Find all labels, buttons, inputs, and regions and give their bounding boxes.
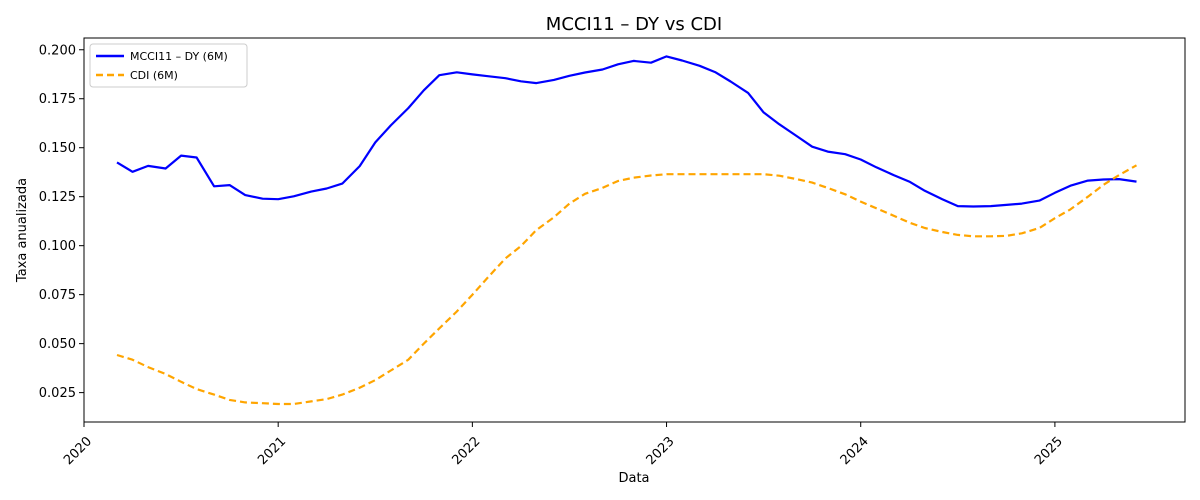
y-tick-label-0.125: 0.125 <box>39 190 76 205</box>
legend-label-cdi: CDI (6M) <box>130 69 178 82</box>
plot-frame <box>83 37 1186 423</box>
y-axis-title: Taxa anualizada <box>15 178 30 283</box>
series-layer <box>116 55 1138 406</box>
x-axis-title: Data <box>618 471 649 486</box>
x-tick-label-2023: 2023 <box>644 434 678 468</box>
x-tick-label-2021: 2021 <box>255 434 289 468</box>
legend: MCCI11 – DY (6M) CDI (6M) <box>89 43 248 88</box>
x-tick-label-2024: 2024 <box>838 434 872 468</box>
y-axis: 0.025 0.050 0.075 0.100 0.125 0.150 0.175 0.200 <box>39 43 84 401</box>
plot-area <box>83 37 1186 423</box>
y-tick-label-0.200: 0.200 <box>39 43 76 58</box>
y-tick-label-0.175: 0.175 <box>39 92 76 107</box>
y-tick-label-0.050: 0.050 <box>39 337 76 352</box>
legend-box <box>89 43 248 88</box>
chart-title: MCCI11 – DY vs CDI <box>546 14 722 35</box>
series-line-cdi <box>116 164 1138 406</box>
x-tick-label-2022: 2022 <box>449 434 483 468</box>
legend-label-dy: MCCI11 – DY (6M) <box>130 50 228 63</box>
series-line-dy <box>116 55 1137 208</box>
x-tick-label-2025: 2025 <box>1032 434 1066 468</box>
y-tick-label-0.100: 0.100 <box>39 239 76 254</box>
x-tick-label-2020: 2020 <box>61 434 95 468</box>
y-tick-label-0.150: 0.150 <box>39 141 76 156</box>
x-axis: 2020 2021 2022 2023 2024 2025 <box>61 422 1066 468</box>
y-tick-label-0.075: 0.075 <box>39 288 76 303</box>
y-tick-label-0.025: 0.025 <box>39 386 76 401</box>
